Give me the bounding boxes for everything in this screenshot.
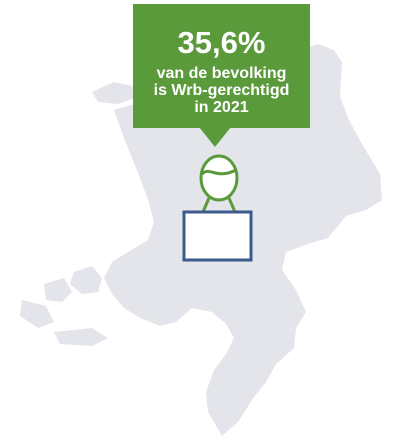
statistic-callout: 35,6% van de bevolking is Wrb-gerechtigd… [133, 4, 310, 128]
stat-description-line-2: is Wrb-gerechtigd [153, 82, 290, 99]
stat-description-line-1: van de bevolking [156, 65, 287, 82]
callout-pointer [199, 127, 231, 147]
stat-percentage: 35,6% [177, 25, 266, 60]
stat-description-line-3: in 2021 [194, 99, 249, 116]
person-with-box-icon [182, 154, 253, 262]
